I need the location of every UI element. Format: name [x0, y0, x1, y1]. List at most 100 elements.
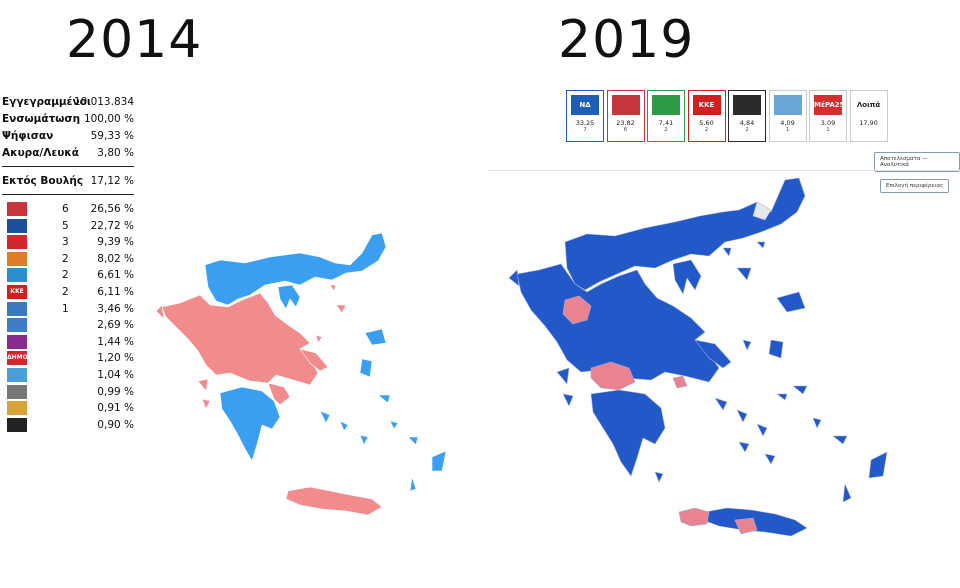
- party-logo-icon: KKE: [7, 284, 27, 299]
- party-card[interactable]: KKE 5,60 2: [687, 90, 726, 142]
- select-region-button[interactable]: Επιλογή περιφέρειας: [880, 179, 950, 193]
- map-region-corfu: [508, 269, 520, 287]
- map-region-cyclades: [756, 423, 768, 437]
- year-title-2019: 2019: [558, 10, 695, 70]
- stat-label: Εγγεγραμμένοι: [2, 96, 91, 108]
- map-region-crete-heraklion: [734, 517, 758, 535]
- party-seats: 2: [62, 269, 69, 282]
- map-region-cyclades: [764, 453, 776, 465]
- map-region-crete-west: [678, 507, 710, 527]
- map-region-chios: [359, 358, 373, 378]
- party-seats: 2: [62, 252, 69, 265]
- party-seats: 2: [704, 127, 709, 133]
- party-logo-icon: ΔΗΜΟΚΡΑΤΙΚΗ ΑΡΙΣΤΕΡΑ: [7, 351, 27, 366]
- map-region-dodecanese: [389, 420, 399, 430]
- party-card[interactable]: 7,41 2: [647, 90, 685, 142]
- party-percent: 4,84: [739, 119, 755, 127]
- map-region-attica: [267, 382, 291, 406]
- map-region-crete-east: [702, 507, 808, 537]
- party-percent: 1,04 %: [97, 368, 134, 381]
- party-row: 2 6,61 %: [2, 267, 134, 284]
- map-region-kefalonia: [556, 367, 570, 385]
- party-logo-icon: [7, 301, 27, 316]
- party-card[interactable]: ΝΔ 33,25 7: [566, 90, 604, 142]
- party-percent: 0,99 %: [97, 385, 134, 398]
- party-row: 1,04 %: [2, 367, 134, 384]
- party-seats: 2: [62, 285, 69, 298]
- party-logo-icon: [611, 95, 640, 115]
- map-region-cyclades: [714, 397, 728, 411]
- party-card[interactable]: 23,82 6: [606, 90, 645, 142]
- party-percent: 1,44 %: [97, 335, 134, 348]
- party-percent: 23,82: [616, 119, 635, 127]
- party-row: 0,90 %: [2, 417, 134, 434]
- party-logo-icon: [7, 417, 27, 432]
- map-region-samos: [792, 385, 808, 395]
- party-row: 5 22,72 %: [2, 218, 134, 235]
- party-seats: 1: [826, 127, 830, 133]
- map-region-chios: [768, 339, 784, 359]
- party-percent: 1,20 %: [97, 352, 134, 365]
- party-seats: 1: [785, 127, 790, 133]
- map-region-karpathos: [842, 483, 852, 503]
- map-region-small-island: [315, 334, 323, 344]
- stat-row: Εγγεγραμμένοι 10.013.834: [2, 94, 134, 111]
- party-card[interactable]: 4,84 2: [728, 90, 766, 142]
- map-region-chalkidiki: [277, 284, 301, 310]
- party-percent: 2,69 %: [97, 319, 134, 332]
- map-region-cyclades: [339, 420, 349, 432]
- party-percent: 5,60: [699, 119, 714, 127]
- party-logo-icon: [7, 367, 27, 382]
- party-seats: 2: [745, 127, 749, 133]
- map-region-corfu: [155, 304, 165, 320]
- map-2019: [508, 177, 888, 537]
- party-seats: 1: [62, 302, 69, 315]
- stats-divider: [2, 194, 134, 195]
- stat-value: 17,12 %: [90, 175, 134, 187]
- party-row: 6 26,56 %: [2, 201, 134, 218]
- stat-value: 3,80 %: [97, 147, 134, 159]
- map-region-attica-west: [672, 375, 688, 389]
- map-region-evia: [694, 339, 732, 369]
- party-row: KKE 2 6,11 %: [2, 284, 134, 301]
- stat-value: 59,33 %: [90, 130, 134, 142]
- map-region-thasos: [722, 247, 732, 257]
- party-row: 2 8,02 %: [2, 251, 134, 268]
- map-region-kos: [407, 436, 419, 446]
- map-region-rhodes: [868, 451, 888, 479]
- party-seats: 7: [583, 127, 587, 133]
- party-card[interactable]: 4,09 1: [768, 90, 807, 142]
- map-region-west: [161, 292, 319, 386]
- party-percent: 22,72 %: [90, 219, 134, 232]
- map-region-cyclades: [359, 434, 369, 446]
- map-region-rhodes: [431, 450, 447, 472]
- map-region-lesvos: [776, 291, 806, 313]
- stat-row: Ακυρα/Λευκά 3,80 %: [2, 145, 134, 162]
- party-card[interactable]: MέPA25 3,09 1: [809, 90, 847, 142]
- map-region-thasos: [329, 284, 337, 292]
- map-region-cyclades: [319, 410, 331, 424]
- party-seats: 2: [664, 127, 668, 133]
- map-region-north: [564, 177, 806, 291]
- map-region-cyclades: [738, 441, 750, 453]
- party-percent: 6,11 %: [97, 285, 134, 298]
- detailed-results-button[interactable]: Αποτελέσματα — Αναλυτικά: [874, 152, 960, 172]
- party-percent: 4,09: [780, 119, 795, 127]
- party-logo-icon: [7, 251, 27, 266]
- party-percent: 26,56 %: [90, 203, 134, 215]
- party-logo-icon: Λοιπά: [856, 101, 881, 109]
- stat-label: Ενσωμάτωση: [2, 113, 81, 125]
- party-list-2014: 6 26,56 % 5 22,72 % 3 9,39 % 2 8,02 % 2 6,61 % KKE…: [2, 201, 134, 433]
- party-row: 0,99 %: [2, 384, 134, 401]
- party-percent: 17,90: [859, 119, 878, 127]
- party-logo-icon: KKE: [692, 95, 721, 115]
- party-card[interactable]: Λοιπά 17,90: [849, 90, 888, 142]
- map-region-evia: [299, 348, 329, 372]
- map-region-karpathos: [409, 476, 417, 492]
- party-seats: 3: [62, 236, 69, 249]
- header-divider: [488, 170, 960, 171]
- map-region-lemnos: [736, 267, 752, 281]
- map-region-thrace-gray: [752, 201, 772, 221]
- map-region-crete: [285, 486, 383, 516]
- stat-label: Εκτός Βουλής: [2, 175, 84, 187]
